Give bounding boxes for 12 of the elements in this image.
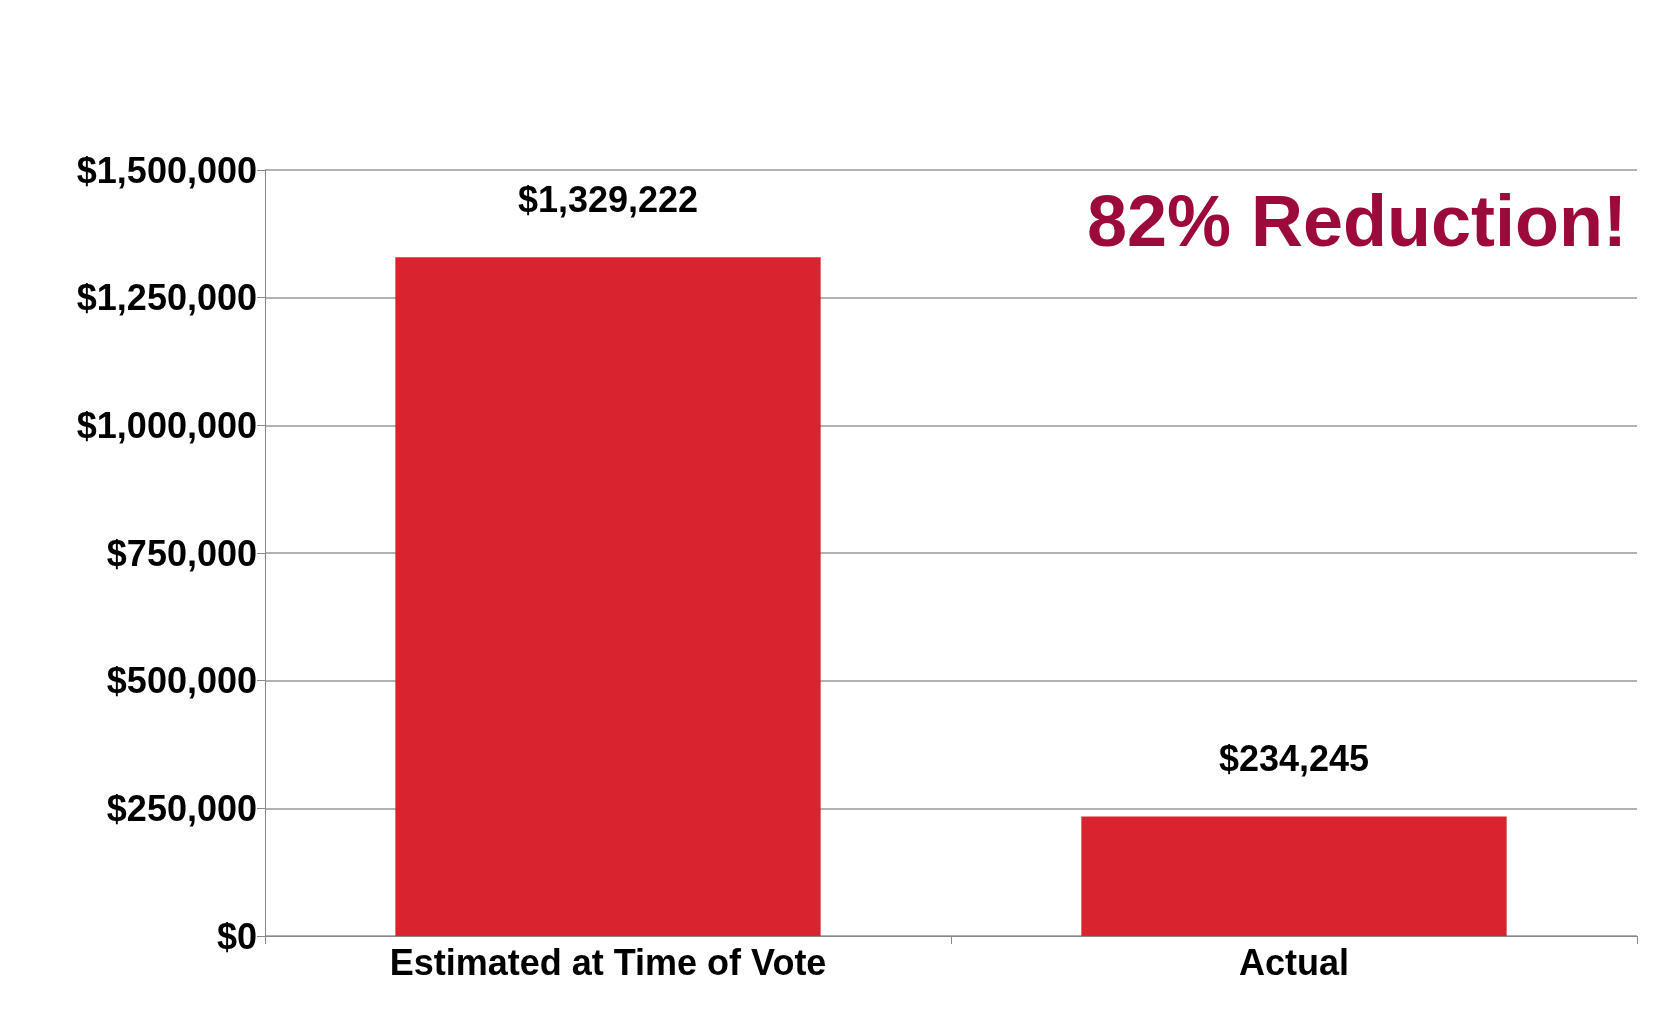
y-tick-label: $500,000 [106,660,257,702]
y-tick-label: $1,250,000 [76,277,257,319]
y-tick-label: $1,000,000 [76,404,257,446]
y-tick-label: $0 [216,915,257,957]
y-tick-label: $750,000 [106,532,257,574]
y-tick-label: $250,000 [106,787,257,829]
data-label: $1,329,222 [517,178,699,220]
x-tick-label: Estimated at Time of Vote [389,941,827,983]
annotation: 82% Reduction! [1086,181,1628,261]
y-tick-label: $1,500,000 [76,149,257,191]
data-label: $234,245 [1218,737,1370,779]
x-tick-label: Actual [1238,941,1350,983]
